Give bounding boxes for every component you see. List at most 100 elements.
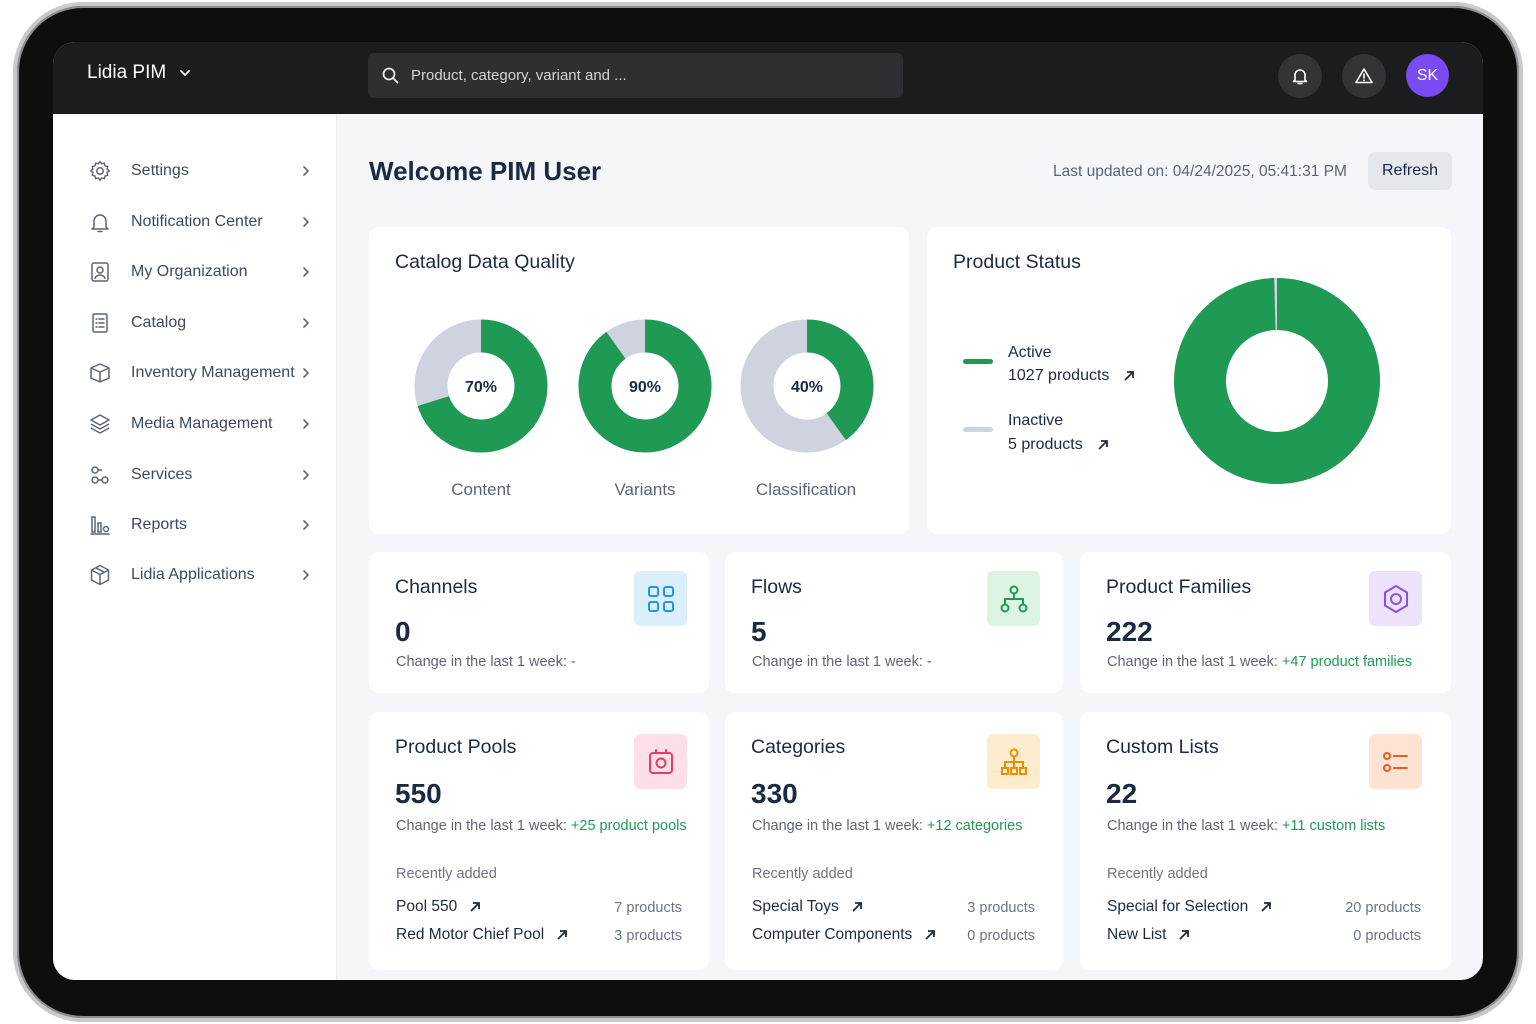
arrow-up-right-icon (1123, 370, 1135, 382)
services-icon (87, 462, 113, 488)
status-donut-fill (1174, 278, 1380, 484)
search-icon (382, 67, 399, 84)
custom-lists-card: Custom Lists 22 Change in the last 1 wee… (1080, 712, 1451, 970)
stat-value: 0 (395, 616, 411, 647)
sidebar-item-settings[interactable]: Settings (87, 154, 313, 188)
recent-item-link[interactable]: Pool 550 (396, 898, 682, 916)
sidebar-item-my-organization[interactable]: My Organization (87, 255, 313, 289)
product-families-icon (1369, 571, 1422, 626)
sidebar-item-services[interactable]: Services (87, 458, 313, 492)
sidebar-item-label: Lidia Applications (131, 566, 255, 583)
catalog-data-quality-card: Catalog Data Quality 70% 90% 40% Content V… (369, 227, 909, 534)
stat-change: Change in the last 1 week: +47 product f… (1107, 654, 1412, 670)
refresh-button[interactable]: Refresh (1368, 152, 1452, 190)
arrow-up-right-icon (556, 929, 568, 941)
org-switcher[interactable]: Lidia PIM (87, 62, 192, 84)
donut-label-classification: Classification (755, 480, 857, 499)
recent-item: Red Motor Chief Pool 3 products (396, 926, 682, 948)
stat-value: 550 (395, 778, 442, 809)
stat-change-value: +47 product families (1281, 654, 1413, 670)
top-bar: Lidia PIM SK (53, 42, 1483, 114)
gear-icon (87, 158, 113, 184)
arrow-up-right-icon (1260, 901, 1272, 913)
bell-icon (87, 209, 113, 235)
recent-item-count: 0 products (1353, 928, 1421, 944)
organization-icon (87, 259, 113, 285)
recent-item-count: 3 products (614, 928, 682, 944)
chevron-right-icon (303, 368, 310, 378)
quality-donuts: 70% 90% 40% (414, 319, 874, 453)
stat-change-value: +11 custom lists (1281, 818, 1386, 834)
stat-change-value: - (926, 654, 932, 670)
product-status-donut (1174, 278, 1380, 484)
stat-change-prefix: Change in the last 1 week: (1107, 654, 1282, 670)
sidebar-item-label: Media Management (131, 415, 273, 432)
recent-item-link[interactable]: Computer Components (752, 926, 1035, 944)
legend-count-active: 1027 products (1008, 367, 1110, 384)
card-title: Catalog Data Quality (395, 251, 575, 273)
stat-change: Change in the last 1 week: - (396, 654, 576, 670)
recently-added-label: Recently added (1107, 866, 1208, 882)
chevron-right-icon (303, 217, 310, 227)
stat-change-prefix: Change in the last 1 week: (396, 818, 571, 834)
donut-label-content: Content (451, 480, 511, 499)
recent-item: Pool 550 7 products (396, 898, 682, 920)
sidebar-item-label: Catalog (131, 314, 187, 331)
stat-title: Categories (751, 736, 846, 758)
recent-item-link[interactable]: Special for Selection (1107, 898, 1421, 916)
recent-item-link[interactable]: Red Motor Chief Pool (396, 926, 682, 944)
channels-card[interactable]: Channels 0 Change in the last 1 week: - (369, 552, 709, 693)
legend-swatch-active (963, 359, 993, 364)
stat-change-prefix: Change in the last 1 week: (752, 654, 927, 670)
recent-item: Special for Selection 20 products (1107, 898, 1421, 920)
notifications-button[interactable] (1278, 54, 1322, 98)
sidebar-item-media-management[interactable]: Media Management (87, 407, 313, 441)
categories-card: Categories 330 Change in the last 1 week… (725, 712, 1063, 970)
layers-icon (87, 411, 113, 437)
recent-item-name: New List (1107, 926, 1167, 943)
user-initials: SK (1416, 66, 1439, 84)
sidebar-item-lidia-applications[interactable]: Lidia Applications (87, 558, 313, 592)
stat-change-prefix: Change in the last 1 week: (396, 654, 571, 670)
warning-icon (1355, 68, 1373, 84)
user-avatar[interactable]: SK (1406, 54, 1449, 97)
arrow-up-right-icon (1097, 439, 1109, 451)
recent-item-count: 0 products (967, 928, 1035, 944)
flows-card[interactable]: Flows 5 Change in the last 1 week: - (725, 552, 1063, 693)
app-screen: Lidia PIM SK Settings Notification Cente… (53, 42, 1483, 980)
sidebar-item-label: Services (131, 466, 193, 483)
active-products-link[interactable]: 1027 products (1008, 367, 1135, 385)
sidebar-item-inventory-management[interactable]: Inventory Management (87, 356, 313, 390)
recent-item-link[interactable]: New List (1107, 926, 1421, 944)
sidebar-item-notification-center[interactable]: Notification Center (87, 205, 313, 239)
legend-label-active: Active (1008, 344, 1052, 361)
chevron-right-icon (303, 520, 310, 530)
recently-added-label: Recently added (752, 866, 853, 882)
chevron-right-icon (303, 470, 310, 480)
donut-classification-percent: 40% (791, 379, 823, 396)
app-name: Lidia PIM (87, 62, 167, 83)
search-bar[interactable] (368, 53, 903, 98)
stat-value: 330 (751, 778, 798, 809)
categories-icon (987, 734, 1040, 789)
search-input[interactable] (411, 67, 881, 84)
stat-title: Product Families (1106, 576, 1252, 598)
custom-lists-icon (1369, 734, 1422, 789)
stat-title: Custom Lists (1106, 736, 1219, 758)
last-updated-text: Last updated on: 04/24/2025, 05:41:31 PM (1053, 163, 1347, 180)
arrow-up-right-icon (924, 929, 936, 941)
chevron-right-icon (303, 419, 310, 429)
sidebar-item-reports[interactable]: Reports (87, 508, 313, 542)
legend-swatch-inactive (963, 427, 993, 432)
product-families-card[interactable]: Product Families 222 Change in the last … (1080, 552, 1451, 693)
recent-item: New List 0 products (1107, 926, 1421, 948)
sidebar-item-catalog[interactable]: Catalog (87, 306, 313, 340)
stat-change-value: - (570, 654, 576, 670)
inactive-products-link[interactable]: 5 products (1008, 436, 1109, 454)
donut-content-fill (414, 319, 548, 453)
recent-item-link[interactable]: Special Toys (752, 898, 1035, 916)
stat-value: 22 (1106, 778, 1138, 809)
alerts-button[interactable] (1342, 54, 1386, 98)
recently-added-label: Recently added (396, 866, 497, 882)
stat-title: Flows (751, 576, 802, 598)
